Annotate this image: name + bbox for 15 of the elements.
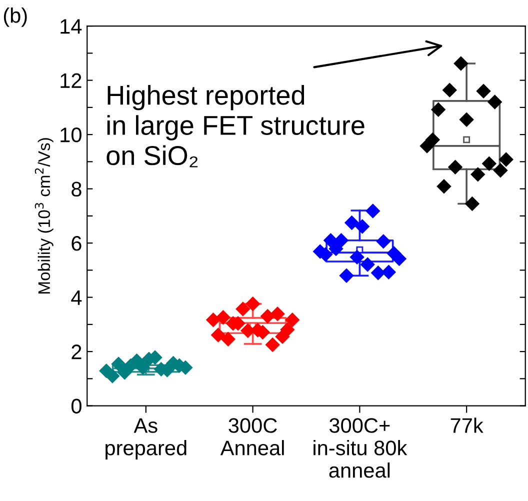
- y-tick-label: 0: [71, 398, 82, 414]
- x-tick-label: 77k: [450, 418, 484, 433]
- y-tick-label: 6: [72, 236, 82, 251]
- annotation: Highest reported in large FET structure on SiO₂: [106, 84, 364, 168]
- x-tick-label: 300C Anneal: [220, 418, 284, 456]
- y-axis-title: Mobility (10$^{3}$ cm$^{2}$/Vs): [34, 138, 54, 294]
- text: (b): [4, 8, 27, 27]
- x-tick-label: 300C+ in-situ 80k anneal: [314, 418, 408, 478]
- y-tick-label: 14: [60, 19, 82, 34]
- y-tick-label: 2: [72, 344, 82, 360]
- y-tick-label: 4: [71, 290, 82, 305]
- x-tick-label: As prepared: [106, 418, 186, 460]
- y-tick-label: 8: [72, 182, 82, 197]
- y-tick-label: 12: [60, 73, 82, 88]
- y-tick-label: 10: [60, 128, 82, 142]
